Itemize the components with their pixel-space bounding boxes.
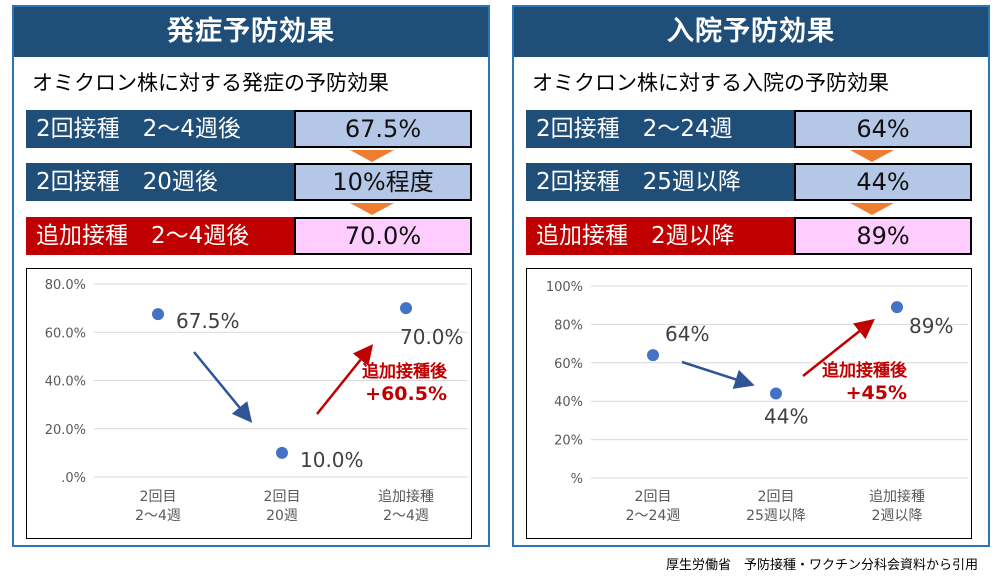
x-tick-label: 2〜4週 bbox=[135, 508, 181, 524]
down-arrow-icon bbox=[350, 150, 394, 162]
increase-arrow bbox=[802, 318, 875, 377]
y-tick-label: 60.0% bbox=[45, 326, 86, 341]
panel-title: 入院予防効果 bbox=[514, 7, 988, 57]
y-tick-label: 40% bbox=[554, 395, 583, 410]
down-arrow-icon bbox=[350, 203, 394, 215]
data-label: 70.0% bbox=[400, 325, 464, 349]
y-tick-label: 20.0% bbox=[45, 423, 86, 438]
x-tick-label: 2回目 bbox=[635, 489, 672, 505]
hospitalization-chart: % 20% 40% 60% 80% 100% 2回目 2〜24週 2回目 25週以降 追加接種 2週以… bbox=[526, 268, 972, 539]
row-label: 2回接種 2〜4週後 bbox=[26, 110, 294, 148]
hospitalization-chart-svg: % 20% 40% 60% 80% 100% 2回目 2〜24週 2回目 25週以降 追加接種 2週以… bbox=[546, 280, 968, 524]
data-point bbox=[891, 301, 903, 314]
onset-chart-svg: .0% 20.0% 40.0% 60.0% 80.0% 2回目 2〜4週 2回目 20週 追加接種… bbox=[45, 278, 468, 524]
row: 2回接種 2〜4週後 67.5% bbox=[26, 110, 472, 148]
data-label: 44% bbox=[764, 405, 808, 429]
data-point bbox=[276, 446, 288, 459]
x-tick-label: 2〜24週 bbox=[626, 508, 681, 524]
source-note: 厚生労働省 予防接種・ワクチン分科会資料から引用 bbox=[665, 558, 978, 573]
decrease-arrow bbox=[193, 351, 253, 423]
row-value: 44% bbox=[794, 163, 972, 201]
y-tick-label: % bbox=[571, 472, 583, 487]
x-tick-label: 2週以降 bbox=[872, 508, 923, 524]
y-tick-label: .0% bbox=[61, 471, 86, 486]
panel-subtitle: オミクロン株に対する発症の予防効果 bbox=[32, 71, 389, 95]
row: 追加接種 2週以降 89% bbox=[526, 217, 972, 255]
onset-chart: .0% 20.0% 40.0% 60.0% 80.0% 2回目 2〜4週 2回目 20週 追加接種… bbox=[26, 268, 472, 539]
data-label: 64% bbox=[665, 322, 709, 346]
data-label: 67.5% bbox=[176, 309, 240, 333]
down-arrow-icon bbox=[850, 203, 894, 215]
row: 追加接種 2〜4週後 70.0% bbox=[26, 217, 472, 255]
onset-prevention-panel: 発症予防効果 オミクロン株に対する発症の予防効果 2回接種 2〜4週後 67.5%… bbox=[12, 5, 490, 547]
annotation-text: +60.5% bbox=[365, 383, 447, 405]
row-label: 追加接種 2〜4週後 bbox=[26, 217, 294, 255]
row: 2回接種 2〜24週 64% bbox=[526, 110, 972, 148]
x-tick-label: 2〜4週 bbox=[383, 508, 429, 524]
row-value: 89% bbox=[794, 217, 972, 255]
panel-title: 発症予防効果 bbox=[14, 7, 488, 57]
x-tick-label: 2回目 bbox=[140, 489, 177, 505]
data-point bbox=[770, 387, 782, 400]
row-label: 追加接種 2週以降 bbox=[526, 217, 794, 255]
y-tick-label: 80.0% bbox=[45, 278, 86, 293]
y-tick-label: 80% bbox=[554, 318, 583, 333]
data-label: 89% bbox=[909, 314, 953, 338]
y-tick-label: 20% bbox=[554, 434, 583, 449]
x-tick-label: 20週 bbox=[266, 508, 298, 524]
down-arrow-icon bbox=[850, 150, 894, 162]
hospitalization-prevention-panel: 入院予防効果 オミクロン株に対する入院の予防効果 2回接種 2〜24週 64% 2… bbox=[512, 5, 990, 547]
row-value: 67.5% bbox=[294, 110, 472, 148]
x-tick-label: 追加接種 bbox=[378, 488, 434, 505]
data-point bbox=[647, 349, 659, 362]
annotation-text: +45% bbox=[846, 382, 907, 404]
row-value: 10%程度 bbox=[294, 163, 472, 201]
x-tick-label: 2回目 bbox=[758, 489, 795, 505]
annotation-text: 追加接種後 bbox=[362, 361, 448, 382]
row-label: 2回接種 25週以降 bbox=[526, 163, 794, 201]
x-tick-label: 追加接種 bbox=[869, 488, 925, 505]
row-value: 64% bbox=[794, 110, 972, 148]
row-label: 2回接種 2〜24週 bbox=[526, 110, 794, 148]
data-point bbox=[152, 308, 164, 321]
row: 2回接種 25週以降 44% bbox=[526, 163, 972, 201]
row-label: 2回接種 20週後 bbox=[26, 163, 294, 201]
data-label: 10.0% bbox=[300, 448, 364, 472]
x-tick-label: 25週以降 bbox=[746, 508, 806, 524]
panel-subtitle: オミクロン株に対する入院の予防効果 bbox=[532, 71, 889, 95]
row-value: 70.0% bbox=[294, 217, 472, 255]
y-tick-label: 40.0% bbox=[45, 375, 86, 390]
row: 2回接種 20週後 10%程度 bbox=[26, 163, 472, 201]
annotation-text: 追加接種後 bbox=[822, 360, 908, 381]
increase-arrow bbox=[316, 344, 374, 415]
data-point bbox=[400, 302, 412, 315]
y-tick-label: 100% bbox=[546, 280, 583, 295]
decrease-arrow bbox=[681, 360, 755, 389]
y-tick-label: 60% bbox=[554, 357, 583, 372]
x-tick-label: 2回目 bbox=[264, 489, 301, 505]
